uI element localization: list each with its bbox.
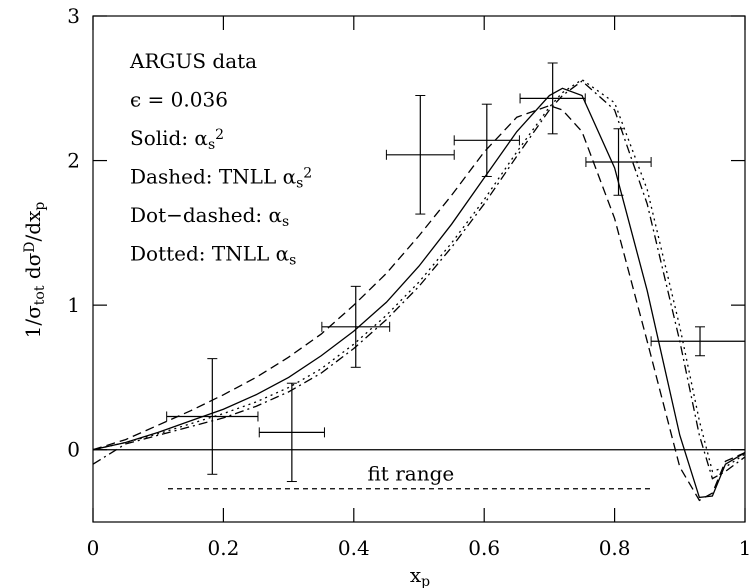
x-tick-label: 0.4 <box>338 536 370 560</box>
annotation: Solid: αs2 <box>130 126 224 153</box>
annotation: Dotted: TNLL αs <box>130 242 296 269</box>
text-part: p <box>421 574 430 588</box>
text-part: 2 <box>303 165 312 181</box>
y-tick-label: 1 <box>67 293 80 317</box>
x-axis-label: xp <box>410 563 430 588</box>
text-part: ARGUS data <box>129 49 257 73</box>
text-part: tot <box>32 285 48 305</box>
x-tick-label: 0.2 <box>207 536 239 560</box>
text-part: 1/σ <box>21 305 45 338</box>
y-tick-label: 3 <box>67 4 80 28</box>
text-part: p <box>32 202 48 211</box>
text-part: dσ <box>21 252 45 285</box>
text-part: 2 <box>215 127 224 143</box>
x-tick-label: 0.8 <box>599 536 631 560</box>
text-part: s <box>289 253 296 269</box>
text-part: s <box>208 137 215 153</box>
text-part: Dot−dashed: α <box>130 203 282 227</box>
y-tick-label: 0 <box>67 438 80 462</box>
curve <box>93 104 745 502</box>
annotation: ϵ = 0.036 <box>130 88 228 112</box>
x-tick-label: 0.6 <box>468 536 500 560</box>
x-tick-label: 0 <box>87 536 100 560</box>
y-axis-label: 1/σtot dσD/dxp <box>21 202 48 339</box>
text-part: ϵ = 0.036 <box>130 88 228 112</box>
axes-frame <box>92 15 746 523</box>
annotation: Dot−dashed: αs <box>130 203 289 230</box>
text-part: x <box>410 563 422 587</box>
plot-area <box>93 62 745 502</box>
x-tick-label: 1 <box>739 536 749 560</box>
text-part: D <box>22 241 38 252</box>
annotation: ARGUS data <box>129 49 257 73</box>
fit-range-label: fit range <box>367 462 454 486</box>
text-part: s <box>296 176 303 192</box>
curve <box>93 87 745 499</box>
text-part: Dashed: TNLL α <box>130 165 296 189</box>
y-tick-label: 2 <box>67 149 80 173</box>
annotation: Dashed: TNLL αs2 <box>130 165 312 192</box>
text-part: s <box>282 214 289 230</box>
curve <box>93 78 745 473</box>
text-part: /dx <box>21 210 45 242</box>
text-part: Dotted: TNLL α <box>130 242 289 266</box>
text-part: Solid: α <box>130 126 208 150</box>
curve <box>93 80 745 480</box>
